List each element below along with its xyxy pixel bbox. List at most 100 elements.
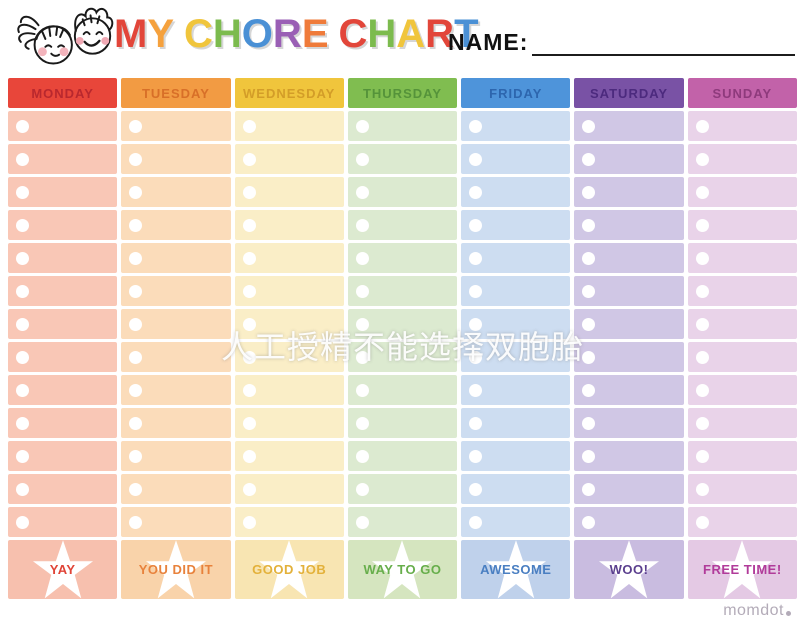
bullet-circle[interactable] xyxy=(242,251,256,265)
bullet-circle[interactable] xyxy=(16,383,29,397)
bullet-circle[interactable] xyxy=(355,152,369,166)
bullet-circle[interactable] xyxy=(469,218,483,232)
bullet-circle[interactable] xyxy=(355,317,369,331)
bullet-circle[interactable] xyxy=(16,119,29,133)
bullet-circle[interactable] xyxy=(469,185,483,199)
bullet-circle[interactable] xyxy=(355,515,369,529)
bullet-circle[interactable] xyxy=(695,482,709,496)
bullet-circle[interactable] xyxy=(242,185,256,199)
chore-cell xyxy=(121,342,231,372)
bullet-circle[interactable] xyxy=(355,350,369,364)
bullet-circle[interactable] xyxy=(355,284,369,298)
bullet-circle[interactable] xyxy=(469,119,483,133)
chore-cell xyxy=(121,210,231,240)
bullet-circle[interactable] xyxy=(129,350,143,364)
bullet-circle[interactable] xyxy=(16,350,29,364)
bullet-circle[interactable] xyxy=(129,119,143,133)
bullet-circle[interactable] xyxy=(582,284,596,298)
bullet-circle[interactable] xyxy=(129,152,143,166)
bullet-circle[interactable] xyxy=(242,416,256,430)
bullet-circle[interactable] xyxy=(355,416,369,430)
bullet-circle[interactable] xyxy=(16,251,29,265)
bullet-circle[interactable] xyxy=(242,515,256,529)
bullet-circle[interactable] xyxy=(16,317,29,331)
bullet-circle[interactable] xyxy=(582,383,596,397)
bullet-circle[interactable] xyxy=(16,449,29,463)
bullet-circle[interactable] xyxy=(469,317,483,331)
bullet-circle[interactable] xyxy=(16,218,29,232)
bullet-circle[interactable] xyxy=(355,482,369,496)
name-label: NAME: xyxy=(448,29,529,55)
bullet-circle[interactable] xyxy=(242,284,256,298)
bullet-circle[interactable] xyxy=(695,119,709,133)
bullet-circle[interactable] xyxy=(355,218,369,232)
bullet-circle[interactable] xyxy=(16,515,29,529)
bullet-circle[interactable] xyxy=(242,218,256,232)
bullet-circle[interactable] xyxy=(582,416,596,430)
bullet-circle[interactable] xyxy=(469,152,483,166)
bullet-circle[interactable] xyxy=(16,416,29,430)
bullet-circle[interactable] xyxy=(582,251,596,265)
bullet-circle[interactable] xyxy=(695,383,709,397)
bullet-circle[interactable] xyxy=(16,152,29,166)
chore-cell xyxy=(234,276,344,306)
bullet-circle[interactable] xyxy=(582,515,596,529)
bullet-circle[interactable] xyxy=(355,119,369,133)
bullet-circle[interactable] xyxy=(355,449,369,463)
bullet-circle[interactable] xyxy=(582,119,596,133)
bullet-circle[interactable] xyxy=(242,152,256,166)
bullet-circle[interactable] xyxy=(582,449,596,463)
bullet-circle[interactable] xyxy=(242,317,256,331)
bullet-circle[interactable] xyxy=(242,119,256,133)
bullet-circle[interactable] xyxy=(469,350,483,364)
bullet-circle[interactable] xyxy=(469,416,483,430)
bullet-circle[interactable] xyxy=(16,185,29,199)
bullet-circle[interactable] xyxy=(129,449,143,463)
bullet-circle[interactable] xyxy=(469,515,483,529)
name-input-line[interactable] xyxy=(532,28,795,56)
bullet-circle[interactable] xyxy=(582,317,596,331)
bullet-circle[interactable] xyxy=(129,251,143,265)
bullet-circle[interactable] xyxy=(16,284,29,298)
bullet-circle[interactable] xyxy=(469,284,483,298)
bullet-circle[interactable] xyxy=(582,350,596,364)
bullet-circle[interactable] xyxy=(582,152,596,166)
bullet-circle[interactable] xyxy=(355,185,369,199)
bullet-circle[interactable] xyxy=(582,185,596,199)
bullet-circle[interactable] xyxy=(129,185,143,199)
bullet-circle[interactable] xyxy=(129,218,143,232)
bullet-circle[interactable] xyxy=(695,218,709,232)
bullet-circle[interactable] xyxy=(695,185,709,199)
bullet-circle[interactable] xyxy=(469,449,483,463)
chore-cell xyxy=(461,408,571,438)
bullet-circle[interactable] xyxy=(129,416,143,430)
bullet-circle[interactable] xyxy=(695,284,709,298)
bullet-circle[interactable] xyxy=(695,449,709,463)
bullet-circle[interactable] xyxy=(355,251,369,265)
cheek xyxy=(75,36,84,45)
bullet-circle[interactable] xyxy=(129,284,143,298)
bullet-circle[interactable] xyxy=(242,482,256,496)
bullet-circle[interactable] xyxy=(695,515,709,529)
reward-label: FREE TIME! xyxy=(703,562,782,577)
bullet-circle[interactable] xyxy=(469,251,483,265)
bullet-circle[interactable] xyxy=(695,251,709,265)
bullet-circle[interactable] xyxy=(242,449,256,463)
bullet-circle[interactable] xyxy=(695,152,709,166)
bullet-circle[interactable] xyxy=(355,383,369,397)
bullet-circle[interactable] xyxy=(469,383,483,397)
bullet-circle[interactable] xyxy=(695,416,709,430)
reward-label: AWESOME xyxy=(480,562,552,577)
bullet-circle[interactable] xyxy=(582,218,596,232)
bullet-circle[interactable] xyxy=(129,317,143,331)
bullet-circle[interactable] xyxy=(242,350,256,364)
bullet-circle[interactable] xyxy=(129,383,143,397)
bullet-circle[interactable] xyxy=(129,515,143,529)
bullet-circle[interactable] xyxy=(695,350,709,364)
bullet-circle[interactable] xyxy=(582,482,596,496)
bullet-circle[interactable] xyxy=(469,482,483,496)
bullet-circle[interactable] xyxy=(16,482,29,496)
bullet-circle[interactable] xyxy=(695,317,709,331)
bullet-circle[interactable] xyxy=(129,482,143,496)
bullet-circle[interactable] xyxy=(242,383,256,397)
